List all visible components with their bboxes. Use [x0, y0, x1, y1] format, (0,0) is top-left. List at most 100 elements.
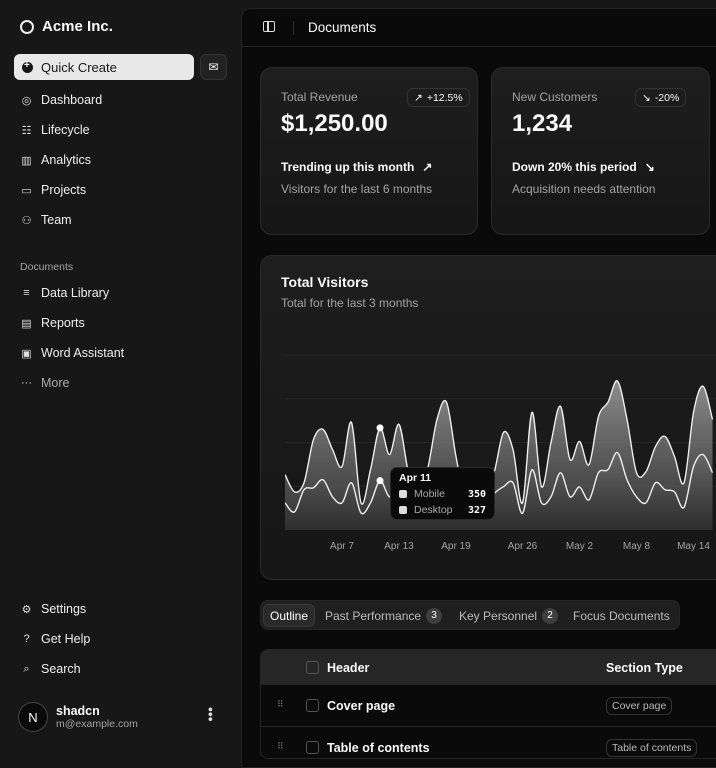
nav-label: Reports	[41, 316, 85, 330]
sidebar-item-settings[interactable]: ⚙ Settings	[20, 602, 87, 616]
sidebar-item-search[interactable]: ⌕ Search	[20, 662, 80, 676]
desktop-line	[285, 451, 714, 516]
x-tick-label: Apr 26	[508, 541, 538, 552]
drag-handle-icon[interactable]: ⠿	[277, 741, 284, 751]
sidebar-item-analytics[interactable]: ▥ Analytics	[20, 153, 91, 167]
sidebar-item-data-library[interactable]: ≡ Data Library	[20, 286, 109, 300]
inbox-button[interactable]: ✉	[200, 54, 227, 80]
column-header: Header	[327, 661, 370, 675]
sidebar-item-projects[interactable]: ▭ Projects	[20, 183, 86, 197]
file-icon: ▣	[21, 347, 32, 360]
folder-icon: ▭	[21, 184, 32, 197]
gear-icon: ⚙	[21, 603, 32, 616]
database-icon: ≡	[23, 287, 30, 299]
nav-label: Team	[41, 213, 72, 227]
brand-name: Acme Inc.	[42, 18, 113, 35]
trend-text: Down 20% this period	[512, 160, 637, 174]
section-type-badge: Table of contents	[606, 739, 698, 757]
tab-label: Past Performance	[325, 608, 422, 623]
section-type-badge: Cover page	[606, 697, 673, 715]
tooltip-date: Apr 11	[399, 472, 432, 484]
bar-chart-icon: ▥	[21, 154, 32, 167]
sidebar-item-team[interactable]: ⚇ Team	[20, 213, 72, 227]
sidebar-item-lifecycle[interactable]: ☷ Lifecycle	[20, 123, 90, 137]
help-icon: ?	[23, 633, 30, 645]
page-title: Documents	[308, 20, 377, 35]
quick-create-label: Quick Create	[41, 59, 117, 75]
nav-label: Data Library	[41, 286, 110, 300]
tab-key-personnel[interactable]: Key Personnel 2	[453, 604, 564, 627]
sidebar-item-more[interactable]: ··· More	[20, 376, 69, 390]
card-value: 1,234	[512, 110, 573, 137]
nav-label: More	[41, 376, 70, 390]
trend-text: Trending up this month	[281, 160, 415, 174]
mail-icon: ✉	[208, 60, 219, 74]
trending-up-icon: ↗	[414, 92, 423, 104]
logo-icon	[20, 19, 34, 34]
documents-section-label: Documents	[20, 261, 74, 273]
tab-label: Key Personnel	[459, 608, 538, 623]
card-trend: Down 20% this period ↘	[512, 160, 655, 174]
row-header: Cover page	[327, 699, 396, 713]
tab-focus-documents[interactable]: Focus Documents	[567, 604, 676, 627]
card-trend: Trending up this month ↗	[281, 160, 432, 174]
outline-table: Header Section Type ⠿ Cover page Cover p…	[260, 649, 716, 759]
tooltip-row-mobile: Mobile 350	[399, 488, 486, 500]
nav-label: Settings	[41, 602, 87, 616]
tab-outline[interactable]: Outline	[263, 604, 316, 627]
user-email: m@example.com	[56, 718, 138, 730]
tab-label: Focus Documents	[573, 608, 670, 623]
plus-circle-icon	[22, 60, 33, 73]
row-checkbox[interactable]	[306, 699, 319, 712]
select-all-checkbox[interactable]	[306, 661, 319, 674]
tab-list: Outline Past Performance 3 Key Personnel 2…	[260, 600, 680, 630]
trend-badge: ↘ -20%	[635, 88, 687, 107]
trend-badge: ↗ +12.5%	[407, 88, 470, 107]
tooltip-label: Mobile	[414, 488, 445, 500]
x-tick-label: May 2	[566, 541, 594, 552]
row-checkbox[interactable]	[306, 741, 319, 754]
chart-tooltip: Apr 11 Mobile 350 Desktop 327	[390, 467, 495, 520]
sidebar-item-dashboard[interactable]: ◎ Dashboard	[20, 93, 102, 107]
top-bar: Documents	[242, 9, 716, 47]
nav-label: Projects	[41, 183, 87, 197]
quick-create-button[interactable]: Quick Create	[14, 54, 194, 80]
column-header: Section Type	[606, 661, 683, 675]
row-header: Table of contents	[327, 741, 430, 755]
trending-up-icon: ↗	[422, 160, 433, 174]
card-description: Acquisition needs attention	[512, 182, 656, 196]
sidebar-toggle-icon[interactable]	[263, 21, 275, 32]
sidebar-item-get-help[interactable]: ? Get Help	[20, 632, 90, 646]
mobile-active-dot	[376, 424, 384, 432]
x-tick-label: May 14	[677, 541, 710, 552]
card-value: $1,250.00	[281, 110, 388, 137]
user-menu[interactable]: N shadcn m@example.com	[18, 702, 138, 732]
table-row: ⠿ Table of contents Table of contents	[261, 727, 716, 758]
list-icon: ☷	[21, 124, 32, 137]
clipboard-icon: ▤	[21, 317, 32, 330]
brand[interactable]: Acme Inc.	[20, 18, 113, 35]
drag-handle-icon[interactable]: ⠿	[277, 699, 284, 709]
count-badge: 2	[542, 607, 559, 624]
customers-card: New Customers ↘ -20% 1,234 Down 20% this …	[491, 67, 710, 235]
badge-text: +12.5%	[426, 92, 463, 104]
x-tick-label: Apr 7	[330, 541, 354, 552]
sidebar-item-word-assistant[interactable]: ▣ Word Assistant	[20, 346, 124, 360]
visitors-chart[interactable]: Apr 7 Apr 13 Apr 19 Apr 26 May 2 May 8 May 14	[0, 0, 716, 750]
tab-past-performance[interactable]: Past Performance 3	[319, 604, 448, 627]
sidebar: Acme Inc. Quick Create ✉ ◎ Dashboard ☷ Lif…	[0, 0, 241, 750]
tooltip-value: 350	[467, 488, 486, 500]
revenue-card: Total Revenue ↗ +12.5% $1,250.00 Trending…	[260, 67, 478, 235]
tab-label: Outline	[270, 608, 309, 623]
chart-plot	[285, 380, 714, 530]
users-icon: ⚇	[21, 214, 32, 227]
trending-down-icon: ↘	[642, 92, 651, 104]
nav-label: Dashboard	[41, 93, 103, 107]
legend-swatch	[399, 490, 407, 498]
avatar: N	[18, 702, 48, 732]
divider	[293, 21, 294, 35]
card-label: Total Revenue	[281, 90, 358, 104]
user-name: shadcn	[56, 704, 100, 718]
sidebar-item-reports[interactable]: ▤ Reports	[20, 316, 85, 330]
nav-label: Get Help	[41, 632, 91, 646]
